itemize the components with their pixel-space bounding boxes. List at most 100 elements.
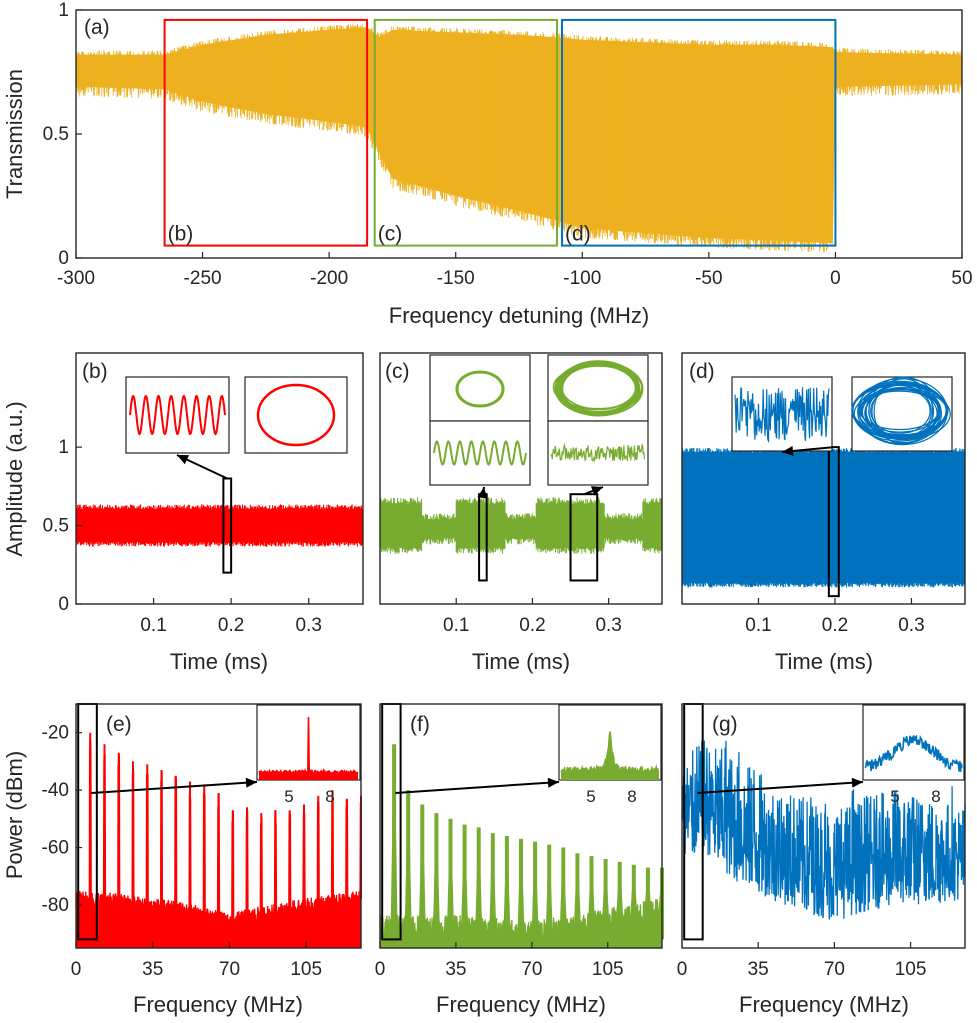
panel-a-xtick-label: -50: [695, 268, 722, 289]
panel-a-xtick-label: -100: [563, 268, 601, 289]
panel-e-axes-frame: [75, 703, 362, 949]
inset-spectrum-fill-f: [561, 731, 659, 780]
panel-e-ytick-label: -40: [42, 780, 69, 801]
panel-f-xlabel: Frequency (MHz): [436, 992, 606, 1017]
panel-g-xtick-label: 105: [895, 959, 927, 980]
inset-xtick-label: 8: [325, 787, 334, 806]
inset-d-loops: [860, 388, 940, 433]
panel-a-xlabel: Frequency detuning (MHz): [389, 303, 649, 328]
inset-spectrum-g: [864, 734, 963, 772]
panel-a: (b) (c) (d) -300 -250 -200 -150 -100 -50 0 50 0 0.5 1…: [2, 0, 973, 328]
panel-c-xtick-label: 0.1: [443, 615, 469, 636]
panel-a-ylabel: Transmission: [2, 69, 27, 199]
panel-f: 5 8 0 35 70 105 (f) Frequency (MHz): [375, 703, 664, 1017]
panel-e-ylabel: Power (dBm): [2, 751, 27, 879]
arrow-g-head: [851, 777, 863, 788]
region-label-b: (b): [168, 223, 194, 246]
region-box-c: [373, 18, 558, 247]
inset-c-burst: [550, 442, 646, 463]
arrow-e: [91, 781, 258, 794]
transmission-trace: [76, 23, 962, 253]
inset-d-loops: [873, 378, 934, 445]
panel-e-xtick-label: 0: [71, 959, 82, 980]
panel-d-xtick-label: 0.1: [745, 615, 771, 636]
arrow-c-2-head: [590, 486, 603, 496]
panel-a-xtick-label: -150: [437, 268, 475, 289]
panel-a-xtick-label: 50: [951, 268, 972, 289]
panel-label-d: (d): [689, 360, 715, 383]
zoom-box-c-2: [569, 493, 599, 582]
inset-c-sine: [433, 440, 527, 466]
panel-b: 0.1 0.2 0.3 0 0.5 1 (b) Time (ms) Amplitude (a.u…: [2, 352, 364, 674]
panel-d-xtick-label: 0.3: [898, 615, 924, 636]
panel-b-axes-frame: [75, 352, 364, 605]
panel-g-xtick-label: 35: [748, 959, 769, 980]
panel-b-ytick-label: 0.5: [43, 516, 69, 537]
panel-a-ytick-label: 1: [58, 0, 69, 21]
arrow-f: [395, 781, 560, 794]
panel-b-xlabel: Time (ms): [170, 649, 268, 674]
panel-a-ytick-label: 0.5: [43, 124, 69, 145]
arrow-b-head: [177, 455, 190, 465]
panel-f-xtick-label: 35: [445, 959, 466, 980]
inset-xtick-label: 8: [931, 787, 940, 806]
region-label-c: (c): [378, 223, 403, 246]
panel-f-xtick-label: 105: [592, 959, 624, 980]
region-box-b: [163, 18, 369, 247]
panel-a-xtick-label: -200: [310, 268, 348, 289]
inset-xtick-label: 5: [284, 787, 293, 806]
panel-f-xtick-label: 70: [521, 959, 542, 980]
inset-c-loop-1: [455, 370, 505, 408]
panel-d-xlabel: Time (ms): [775, 649, 873, 674]
panel-d: 0.1 0.2 0.3 (d) Time (ms): [681, 352, 966, 674]
inset-c-loops-2: [560, 361, 638, 417]
inset-xtick-label: 5: [890, 787, 899, 806]
arrow-c-1-head: [477, 487, 488, 499]
inset-b-loop: [256, 383, 336, 447]
panel-b-xtick-label: 0.3: [295, 615, 321, 636]
panel-c-xtick-label: 0.3: [595, 615, 621, 636]
panel-b-ytick-label: 1: [58, 437, 69, 458]
amplitude-trace-b: [75, 504, 363, 547]
inset-xtick-label: 8: [627, 787, 636, 806]
panel-label-g: (g): [712, 713, 738, 736]
arrow-f-head: [547, 777, 559, 788]
panel-label-e: (e): [106, 713, 132, 736]
panel-label-b: (b): [82, 360, 108, 383]
panel-e: 5 8 0 35 70 105 -80 -60 -40 -20 Power (dBm) (e) Freq…: [2, 703, 362, 1017]
panel-c-axes-frame: [379, 352, 663, 605]
panel-e-xlabel: Frequency (MHz): [133, 992, 303, 1017]
panel-b-ylabel: Amplitude (a.u.): [2, 401, 27, 556]
panel-label-c: (c): [385, 360, 410, 383]
panel-g-xlabel: Frequency (MHz): [739, 992, 909, 1017]
panel-g-xtick-label: 0: [677, 959, 688, 980]
panel-b-ytick-label: 0: [58, 594, 69, 615]
panel-label-f: (f): [410, 713, 430, 736]
panel-e-ytick-label: -80: [42, 895, 69, 916]
panel-a-xtick-label: -300: [57, 268, 95, 289]
spectrum-trace-g: [681, 740, 966, 920]
panel-c-xlabel: Time (ms): [472, 649, 570, 674]
panel-f-axes-frame: [379, 703, 663, 949]
inset-b-phase-portrait: [244, 376, 348, 454]
panel-e-ytick-label: -20: [42, 723, 69, 744]
amplitude-trace-d: [681, 447, 965, 588]
panel-b-xtick-label: 0.1: [140, 615, 166, 636]
panel-f-xtick-label: 0: [375, 959, 386, 980]
arrow-d-head: [782, 445, 794, 456]
panel-c-xtick-label: 0.2: [519, 615, 545, 636]
panel-a-ytick-label: 0: [58, 248, 69, 269]
panel-g-axes-frame: [681, 703, 966, 949]
inset-spectrum-fill-e: [259, 717, 358, 780]
panel-e-xtick-label: 35: [142, 959, 163, 980]
panel-label-a: (a): [84, 16, 110, 39]
inset-b-sine: [129, 394, 226, 436]
panel-g-xtick-label: 70: [824, 959, 845, 980]
region-box-d: [561, 18, 837, 247]
region-label-d: (d): [565, 223, 591, 246]
arrow-g: [697, 781, 864, 794]
arrow-e-head: [245, 777, 257, 788]
panel-d-xtick-label: 0.2: [822, 615, 848, 636]
panel-c: 0.1 0.2 0.3 (c) Time (ms): [379, 352, 663, 674]
